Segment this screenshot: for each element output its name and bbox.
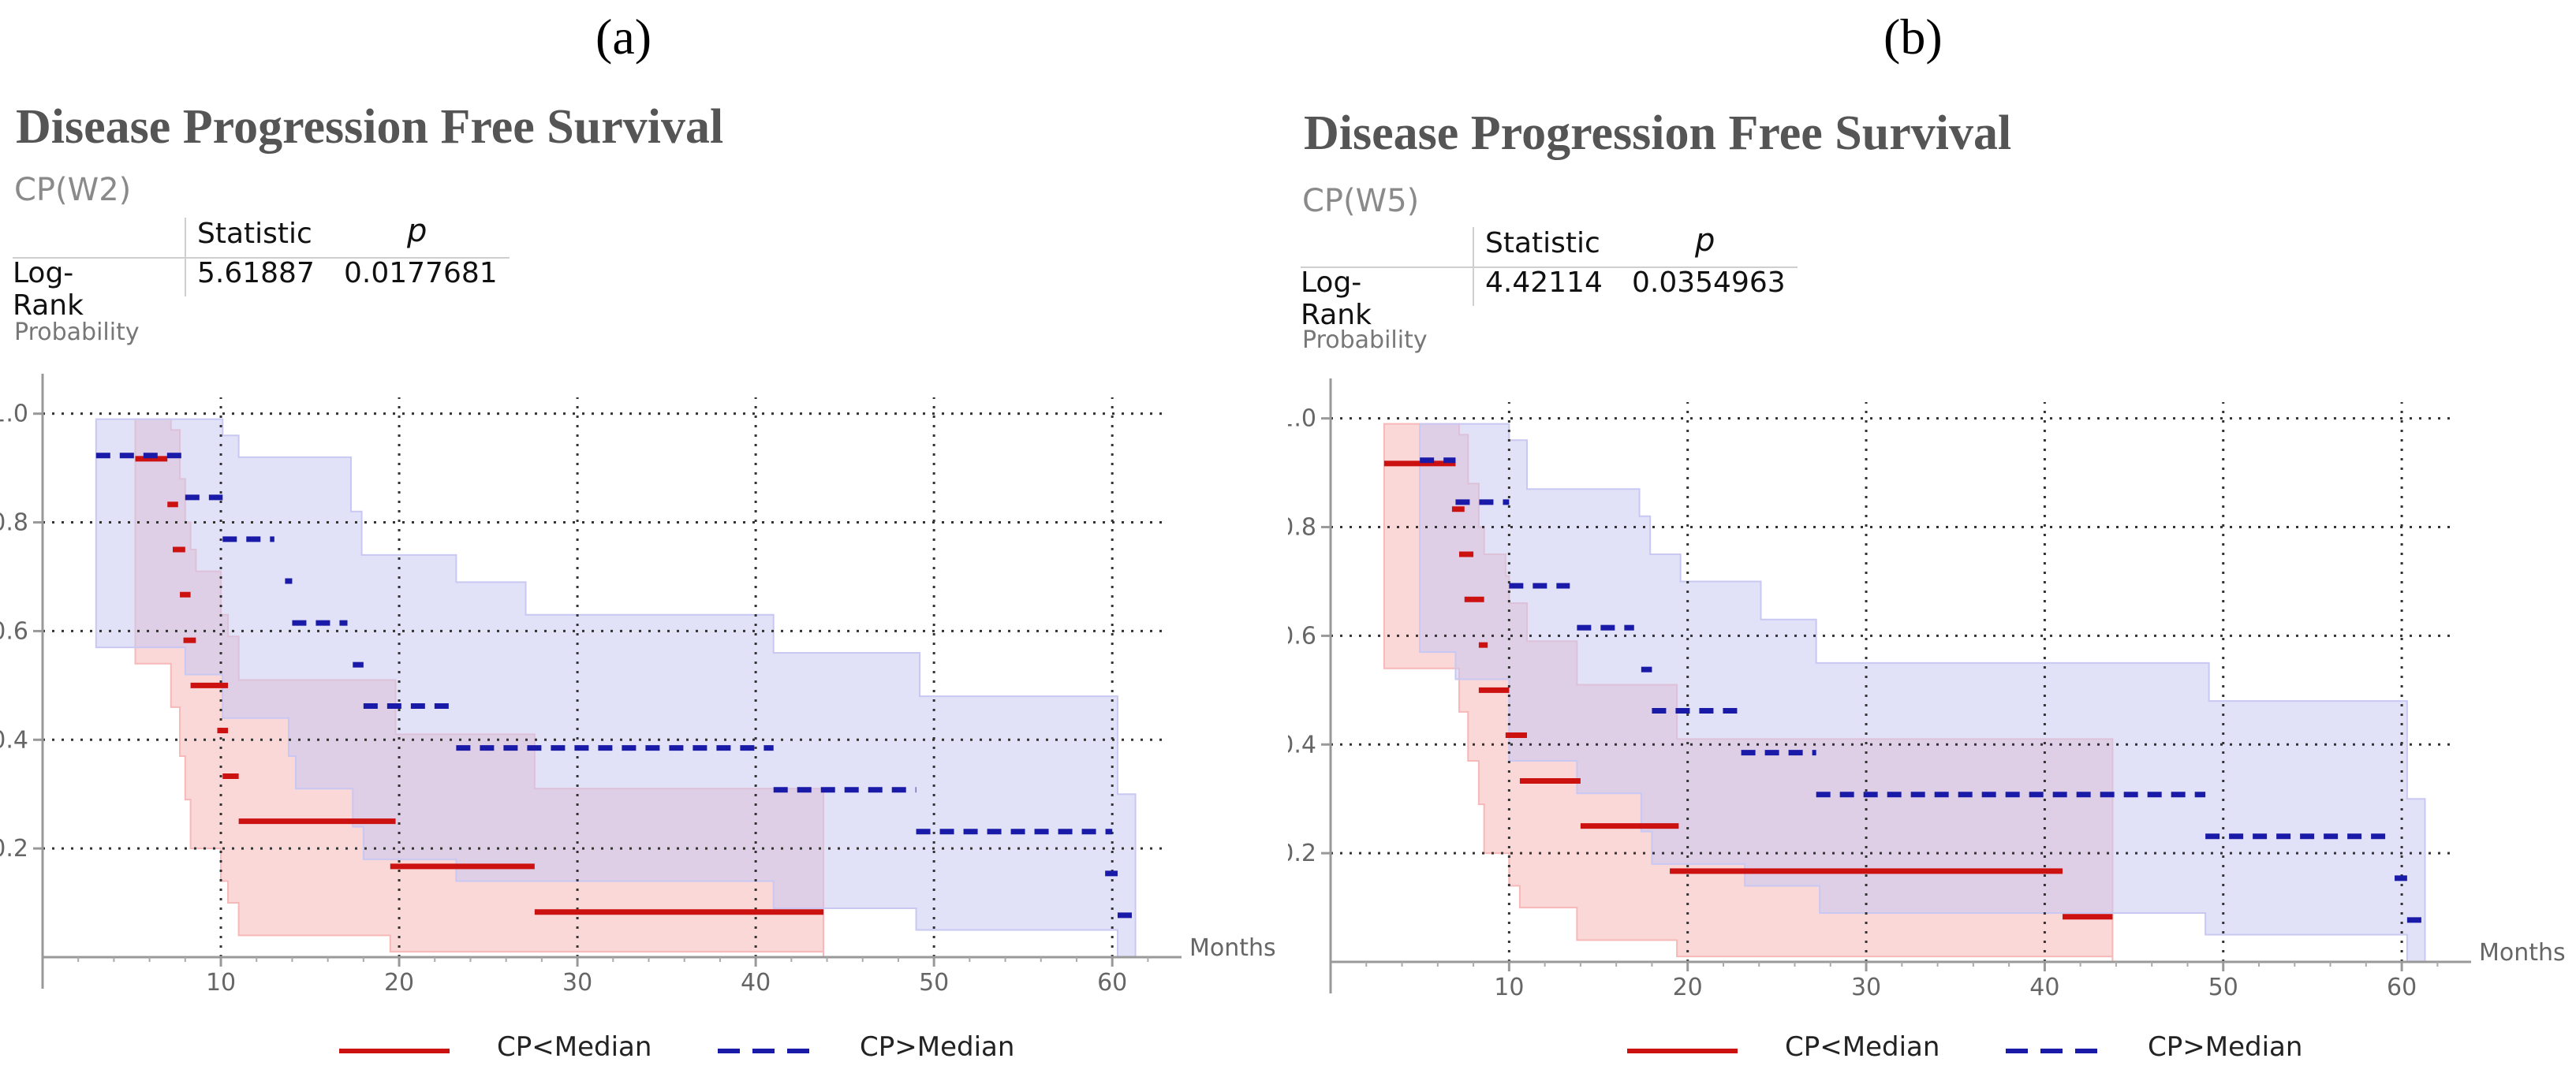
- x-tick-label: 60: [1097, 969, 1127, 997]
- x-axis-label: Months: [2479, 939, 2566, 967]
- chart-title: Disease Progression Free Survival: [16, 100, 724, 154]
- p-value: 0.0354963: [1632, 266, 1786, 299]
- x-tick-label: 30: [562, 969, 592, 997]
- legend-label: CP<Median: [1785, 1031, 1940, 1063]
- chart-subtitle: CP(W5): [1302, 183, 1420, 219]
- panel-a: (a) Disease Progression Free Survival CP…: [0, 9, 1276, 1063]
- table-divider: [1301, 266, 1798, 268]
- chart-title: Disease Progression Free Survival: [1304, 106, 2012, 160]
- x-tick-label: 30: [1851, 974, 1881, 1001]
- row-label: Log-Rank: [1301, 266, 1372, 331]
- legend-swatch-solid: [1627, 1049, 1738, 1053]
- header-statistic: Statistic: [1485, 227, 1600, 259]
- y-axis-label: Probability: [14, 319, 140, 346]
- y-tick-label: 0.2: [0, 835, 28, 863]
- y-tick-label: 0.4: [1288, 731, 1316, 758]
- y-tick-label: 0.4: [0, 726, 28, 754]
- header-p: p: [407, 213, 427, 249]
- x-tick-label: 10: [1494, 974, 1524, 1001]
- table-divider: [13, 257, 510, 259]
- x-tick-label: 10: [206, 969, 236, 997]
- statistic-value: 4.42114: [1485, 266, 1603, 299]
- row-label: Log-Rank: [13, 257, 84, 322]
- y-axis-label: Probability: [1302, 326, 1428, 354]
- y-tick-label: 0.6: [1288, 622, 1316, 650]
- legend-label: CP>Median: [860, 1031, 1015, 1063]
- x-tick-label: 50: [2208, 974, 2238, 1001]
- panel-label: (a): [595, 9, 652, 65]
- plot-area: 10 20 30 40 50 60 0.2 0.4 0.6 0.8 1.0 Months: [1288, 378, 2566, 1001]
- statistic-value: 5.61887: [197, 257, 315, 289]
- header-p: p: [1695, 222, 1715, 259]
- x-tick-label: 40: [2029, 974, 2059, 1001]
- x-tick-label: 50: [919, 969, 949, 997]
- x-tick-label: 60: [2387, 974, 2417, 1001]
- plot-area: 10 20 30 40 50 60 0.2 0.4 0.6 0.8 1.0 Months: [0, 374, 1276, 997]
- p-value: 0.0177681: [344, 257, 498, 289]
- y-tick-label: 0.8: [0, 509, 28, 537]
- header-statistic: Statistic: [197, 218, 312, 250]
- legend-swatch-dashed: [718, 1049, 820, 1053]
- panel-b: (b) Disease Progression Free Survival CP…: [1288, 0, 2576, 1077]
- y-tick-label: 0.8: [1288, 514, 1316, 542]
- x-axis-label: Months: [1189, 934, 1276, 962]
- legend-label: CP>Median: [2148, 1031, 2303, 1063]
- y-tick-label: 0.6: [0, 617, 28, 645]
- y-tick-label: 0.2: [1288, 840, 1316, 867]
- legend-swatch-dashed: [2006, 1049, 2108, 1053]
- legend-swatch-solid: [339, 1049, 450, 1053]
- chart-subtitle: CP(W2): [14, 172, 132, 208]
- x-tick-label: 20: [384, 969, 414, 997]
- y-tick-label: 1.0: [0, 401, 28, 428]
- panel-label: (b): [1883, 9, 1943, 65]
- y-tick-label: 1.0: [1288, 405, 1316, 433]
- x-tick-label: 40: [741, 969, 771, 997]
- legend-label: CP<Median: [497, 1031, 652, 1063]
- x-tick-label: 20: [1673, 974, 1703, 1001]
